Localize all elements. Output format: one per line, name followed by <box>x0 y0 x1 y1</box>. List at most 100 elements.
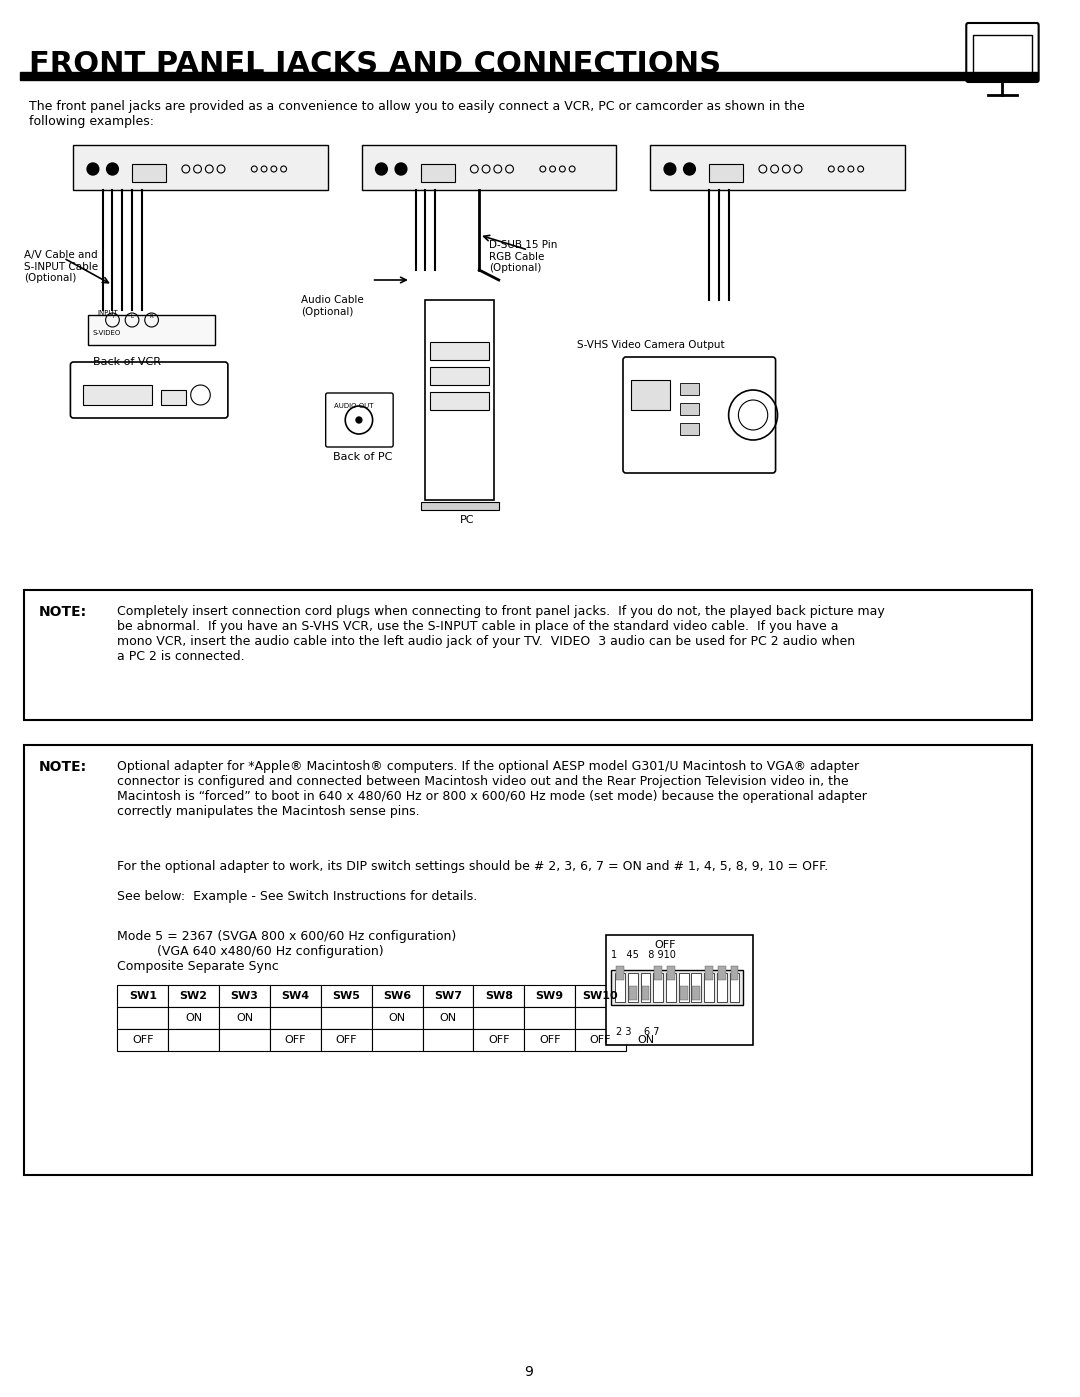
Bar <box>422 1007 473 1030</box>
Bar <box>89 314 215 345</box>
Circle shape <box>87 163 98 175</box>
Text: 1   45   8 910: 1 45 8 910 <box>611 950 676 960</box>
Bar <box>575 1007 626 1030</box>
Text: Optional adapter for *Apple® Macintosh® computers. If the optional AESP model G3: Optional adapter for *Apple® Macintosh® … <box>118 760 867 819</box>
Bar <box>705 965 713 981</box>
Text: NOTE:: NOTE: <box>39 605 87 619</box>
Circle shape <box>356 416 362 423</box>
Text: SW6: SW6 <box>383 990 411 1002</box>
Text: See below:  Example - See Switch Instructions for details.: See below: Example - See Switch Instruct… <box>118 890 477 902</box>
Text: SW3: SW3 <box>230 990 258 1002</box>
Text: OFF: OFF <box>285 1035 306 1045</box>
Bar <box>19 73 1037 80</box>
Text: L: L <box>131 314 134 320</box>
Bar <box>118 985 168 1007</box>
Text: Audio Cable
(Optional): Audio Cable (Optional) <box>301 295 364 317</box>
Text: Mode 5 = 2367 (SVGA 800 x 600/60 Hz configuration)
          (VGA 640 x480/60 Hz: Mode 5 = 2367 (SVGA 800 x 600/60 Hz conf… <box>118 930 457 972</box>
Bar <box>611 970 743 1004</box>
Text: SW1: SW1 <box>129 990 157 1002</box>
Bar <box>691 972 701 1002</box>
Circle shape <box>684 163 696 175</box>
Text: SW2: SW2 <box>179 990 207 1002</box>
Bar <box>973 35 1031 75</box>
Bar <box>168 1007 219 1030</box>
Bar <box>219 1007 270 1030</box>
Text: OFF: OFF <box>539 1035 561 1045</box>
Circle shape <box>376 163 388 175</box>
Text: SW4: SW4 <box>281 990 310 1002</box>
Bar <box>616 972 625 1002</box>
Text: R: R <box>150 314 153 320</box>
FancyBboxPatch shape <box>70 362 228 418</box>
Bar <box>83 386 151 405</box>
Bar <box>730 972 740 1002</box>
Text: 2 3    6 7: 2 3 6 7 <box>617 1027 660 1037</box>
Bar <box>270 1030 321 1051</box>
Bar <box>640 972 650 1002</box>
Bar <box>430 393 489 409</box>
Text: SW5: SW5 <box>333 990 360 1002</box>
Bar <box>730 965 739 981</box>
Text: Completely insert connection cord plugs when connecting to front panel jacks.  I: Completely insert connection cord plugs … <box>118 605 886 664</box>
Text: FRONT PANEL JACKS AND CONNECTIONS: FRONT PANEL JACKS AND CONNECTIONS <box>29 50 721 80</box>
Bar <box>524 1007 575 1030</box>
Text: OFF: OFF <box>336 1035 357 1045</box>
Bar <box>270 985 321 1007</box>
Text: Y: Y <box>111 314 114 320</box>
Bar <box>606 935 753 1045</box>
Bar <box>679 986 688 1000</box>
Bar <box>321 985 372 1007</box>
Bar <box>667 965 675 981</box>
Text: Back of VCR: Back of VCR <box>93 358 161 367</box>
Bar <box>642 986 649 1000</box>
Text: ON: ON <box>389 1013 406 1023</box>
Bar <box>219 985 270 1007</box>
Bar <box>473 1007 524 1030</box>
Bar <box>473 985 524 1007</box>
Bar <box>678 972 689 1002</box>
Text: ON: ON <box>637 1035 654 1045</box>
Bar <box>321 1030 372 1051</box>
Bar <box>25 590 1031 719</box>
Bar <box>575 1030 626 1051</box>
Bar <box>627 972 637 1002</box>
Bar <box>710 163 743 182</box>
Bar <box>25 745 1031 1175</box>
Bar <box>718 965 726 981</box>
Bar <box>524 985 575 1007</box>
Text: PC: PC <box>460 515 474 525</box>
Bar <box>118 1007 168 1030</box>
Text: SW7: SW7 <box>434 990 462 1002</box>
Text: OFF: OFF <box>590 1035 611 1045</box>
Bar <box>650 145 905 190</box>
Text: AUDIO OUT: AUDIO OUT <box>334 402 373 409</box>
Bar <box>679 423 699 434</box>
Bar <box>524 1030 575 1051</box>
Bar <box>717 972 727 1002</box>
Text: SW10: SW10 <box>583 990 619 1002</box>
Text: ON: ON <box>440 1013 457 1023</box>
Bar <box>219 1030 270 1051</box>
Bar <box>321 1007 372 1030</box>
Bar <box>631 380 670 409</box>
Bar <box>422 985 473 1007</box>
Text: Back of PC: Back of PC <box>333 453 392 462</box>
Text: OFF: OFF <box>654 940 676 950</box>
Text: 9: 9 <box>524 1365 532 1379</box>
Text: S-VIDEO: S-VIDEO <box>93 330 121 337</box>
Bar <box>654 965 662 981</box>
Text: A/V Cable and
S-INPUT Cable
(Optional): A/V Cable and S-INPUT Cable (Optional) <box>25 250 98 284</box>
Bar <box>679 383 699 395</box>
Bar <box>629 986 637 1000</box>
Text: The front panel jacks are provided as a convenience to allow you to easily conne: The front panel jacks are provided as a … <box>29 101 805 129</box>
Text: SW9: SW9 <box>536 990 564 1002</box>
Text: D-SUB 15 Pin
RGB Cable
(Optional): D-SUB 15 Pin RGB Cable (Optional) <box>489 240 557 274</box>
Bar <box>473 1030 524 1051</box>
Bar <box>653 972 663 1002</box>
Bar <box>617 965 624 981</box>
Text: INPUT: INPUT <box>98 310 119 316</box>
Bar <box>362 145 617 190</box>
Circle shape <box>395 163 407 175</box>
Bar <box>372 1007 422 1030</box>
Bar <box>430 342 489 360</box>
